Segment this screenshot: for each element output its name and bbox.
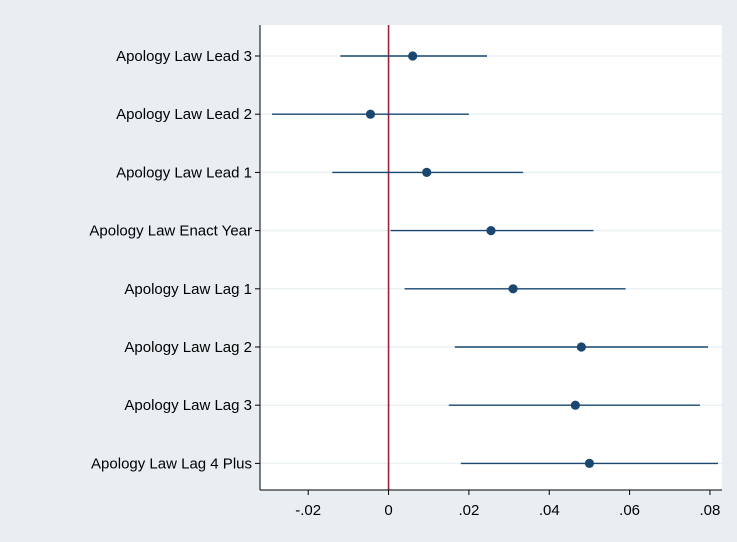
point-estimate xyxy=(486,226,496,236)
point-estimate xyxy=(365,109,376,119)
y-tick-label: Apology Law Lead 1 xyxy=(116,164,252,181)
point-estimate xyxy=(570,400,580,410)
x-tick-label: 0 xyxy=(384,502,392,519)
y-tick-label: Apology Law Lag 3 xyxy=(124,397,252,414)
point-estimate xyxy=(584,458,595,468)
y-tick-label: Apology Law Lead 3 xyxy=(116,48,252,65)
axes xyxy=(255,25,722,495)
y-tick-label: Apology Law Lag 4 Plus xyxy=(91,455,252,472)
y-tick-label: Apology Law Lead 2 xyxy=(116,106,252,123)
x-tick-label: .08 xyxy=(700,502,721,519)
y-tick-label: Apology Law Enact Year xyxy=(89,223,252,240)
plot-area xyxy=(260,25,722,490)
point-estimate xyxy=(422,167,432,177)
y-tick-labels: Apology Law Lead 3 Apology Law Lead 2 Apol… xyxy=(89,48,252,472)
x-tick-label: .02 xyxy=(458,502,479,519)
point-estimates xyxy=(365,51,595,468)
point-estimate xyxy=(508,284,518,294)
x-tick-label: .06 xyxy=(619,502,640,519)
y-tick-label: Apology Law Lag 2 xyxy=(124,339,252,356)
x-tick-labels: -.02 0 .02 .04 .06 .08 xyxy=(295,502,720,519)
point-estimate xyxy=(576,342,586,352)
x-tick-label: .04 xyxy=(539,502,560,519)
point-estimate xyxy=(408,51,418,61)
y-tick-label: Apology Law Lag 1 xyxy=(124,281,252,298)
x-tick-label: -.02 xyxy=(295,502,321,519)
